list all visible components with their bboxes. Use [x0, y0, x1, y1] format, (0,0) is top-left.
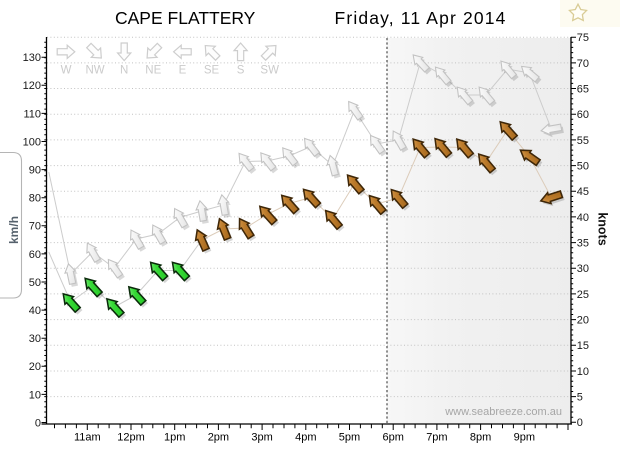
svg-text:W: W [61, 65, 72, 77]
svg-text:30: 30 [577, 263, 589, 275]
svg-text:75: 75 [577, 32, 589, 44]
svg-text:6pm: 6pm [382, 432, 403, 444]
svg-text:15: 15 [577, 340, 589, 352]
svg-text:65: 65 [577, 83, 589, 95]
svg-text:4pm: 4pm [295, 432, 316, 444]
svg-text:40: 40 [577, 212, 589, 224]
svg-text:10: 10 [29, 389, 41, 401]
svg-text:0: 0 [577, 417, 583, 429]
svg-text:E: E [179, 65, 187, 77]
svg-text:Friday, 11 Apr 2014: Friday, 11 Apr 2014 [335, 8, 507, 28]
svg-text:90: 90 [29, 165, 41, 177]
svg-text:11am: 11am [74, 432, 101, 444]
svg-text:55: 55 [577, 135, 589, 147]
svg-text:8pm: 8pm [470, 432, 491, 444]
svg-text:40: 40 [29, 305, 41, 317]
svg-text:130: 130 [23, 52, 41, 64]
svg-text:100: 100 [23, 136, 41, 148]
svg-text:9pm: 9pm [514, 432, 535, 444]
svg-text:CAPE FLATTERY: CAPE FLATTERY [115, 8, 256, 28]
svg-text:120: 120 [23, 80, 41, 92]
svg-text:3pm: 3pm [251, 432, 272, 444]
svg-text:5: 5 [577, 392, 583, 404]
svg-text:25: 25 [577, 289, 589, 301]
svg-text:NE: NE [145, 65, 161, 77]
svg-text:knots: knots [596, 212, 610, 245]
svg-text:50: 50 [29, 277, 41, 289]
svg-text:0: 0 [35, 417, 41, 429]
svg-text:60: 60 [577, 109, 589, 121]
svg-text:110: 110 [23, 108, 41, 120]
svg-text:12pm: 12pm [117, 432, 145, 444]
svg-text:70: 70 [577, 58, 589, 70]
svg-text:NW: NW [86, 65, 105, 77]
svg-text:www.seabreeze.com.au: www.seabreeze.com.au [444, 406, 562, 418]
svg-text:S: S [237, 65, 245, 77]
svg-text:5pm: 5pm [339, 432, 360, 444]
svg-text:20: 20 [577, 315, 589, 327]
svg-text:7pm: 7pm [426, 432, 447, 444]
svg-text:35: 35 [577, 238, 589, 250]
svg-text:1pm: 1pm [164, 432, 185, 444]
svg-text:SE: SE [204, 65, 220, 77]
svg-text:45: 45 [577, 186, 589, 198]
svg-text:80: 80 [29, 193, 41, 205]
svg-text:10: 10 [577, 366, 589, 378]
svg-text:SW: SW [260, 65, 279, 77]
svg-text:70: 70 [29, 221, 41, 233]
svg-text:km/h: km/h [7, 216, 21, 244]
svg-text:60: 60 [29, 249, 41, 261]
svg-text:N: N [120, 65, 128, 77]
svg-text:2pm: 2pm [208, 432, 229, 444]
svg-text:50: 50 [577, 161, 589, 173]
svg-text:30: 30 [29, 333, 41, 345]
svg-text:20: 20 [29, 361, 41, 373]
